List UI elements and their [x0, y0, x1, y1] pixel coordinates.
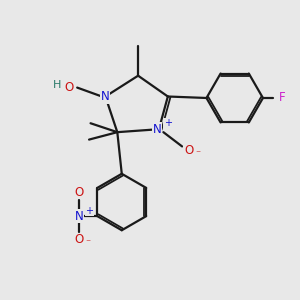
Text: H: H	[53, 80, 61, 90]
Text: +: +	[85, 206, 93, 216]
Text: N: N	[101, 90, 110, 103]
Text: N: N	[75, 210, 84, 223]
Text: +: +	[164, 118, 172, 128]
Text: ⁻: ⁻	[86, 238, 91, 248]
Text: O: O	[184, 143, 193, 157]
Text: N: N	[153, 123, 162, 136]
Text: O: O	[75, 233, 84, 246]
Text: O: O	[75, 186, 84, 199]
Text: F: F	[279, 92, 286, 104]
Text: ⁻: ⁻	[196, 149, 201, 160]
Text: O: O	[64, 81, 74, 94]
